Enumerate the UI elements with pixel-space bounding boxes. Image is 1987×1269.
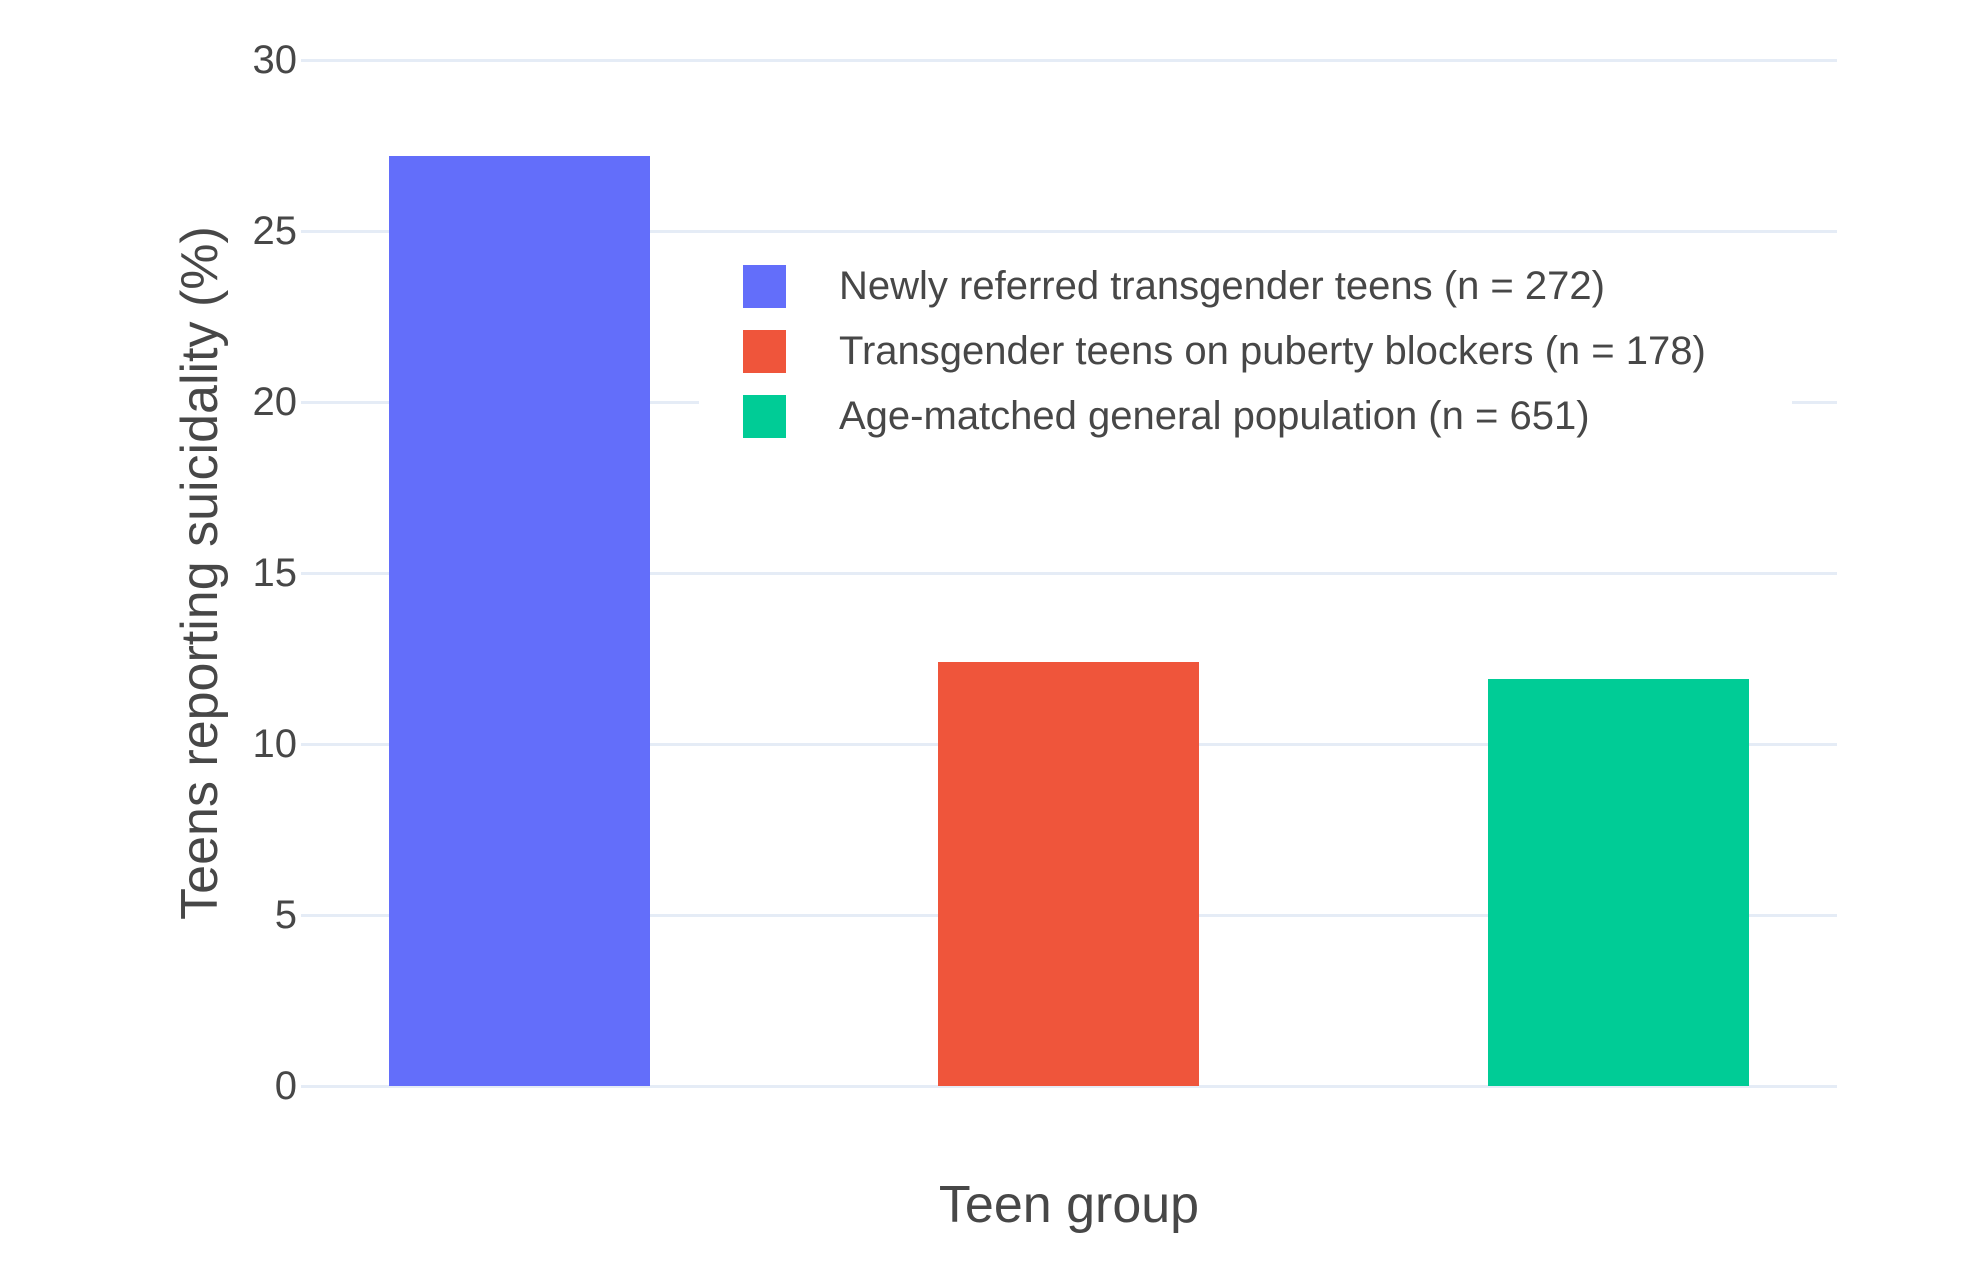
- y-tick-label-30: 30: [252, 38, 298, 82]
- legend-item-2[interactable]: Transgender teens on puberty blockers (n…: [743, 329, 1762, 373]
- y-tick-label-15: 15: [252, 551, 298, 595]
- y-tick-label-0: 0: [274, 1064, 297, 1108]
- y-tick-label-10: 10: [252, 722, 298, 766]
- legend-swatch-1: [743, 264, 786, 308]
- bar-2[interactable]: [938, 661, 1199, 1086]
- y-tick-label-25: 25: [252, 209, 298, 253]
- legend-label-1: Newly referred transgender teens (n = 27…: [839, 264, 1605, 308]
- legend: Newly referred transgender teens (n = 27…: [699, 242, 1792, 460]
- y-tick-label-20: 20: [252, 380, 298, 424]
- bar-3[interactable]: [1487, 679, 1749, 1086]
- gridline-y-0: [301, 1084, 1837, 1088]
- legend-item-3[interactable]: Age-matched general population (n = 651): [743, 394, 1762, 438]
- legend-label-3: Age-matched general population (n = 651): [839, 394, 1590, 438]
- gridline-y-25: [301, 229, 1837, 233]
- legend-swatch-3: [743, 394, 786, 438]
- gridline-y-15: [301, 571, 1837, 575]
- legend-swatch-2: [743, 329, 786, 373]
- legend-item-1[interactable]: Newly referred transgender teens (n = 27…: [743, 264, 1762, 308]
- bar-1[interactable]: [388, 155, 650, 1086]
- x-axis-title: Teen group: [938, 1176, 1200, 1234]
- y-axis-title: Teens reporting suicidality (%): [171, 226, 229, 920]
- legend-label-2: Transgender teens on puberty blockers (n…: [839, 329, 1706, 373]
- gridline-y-30: [301, 58, 1837, 62]
- y-tick-label-5: 5: [274, 893, 297, 937]
